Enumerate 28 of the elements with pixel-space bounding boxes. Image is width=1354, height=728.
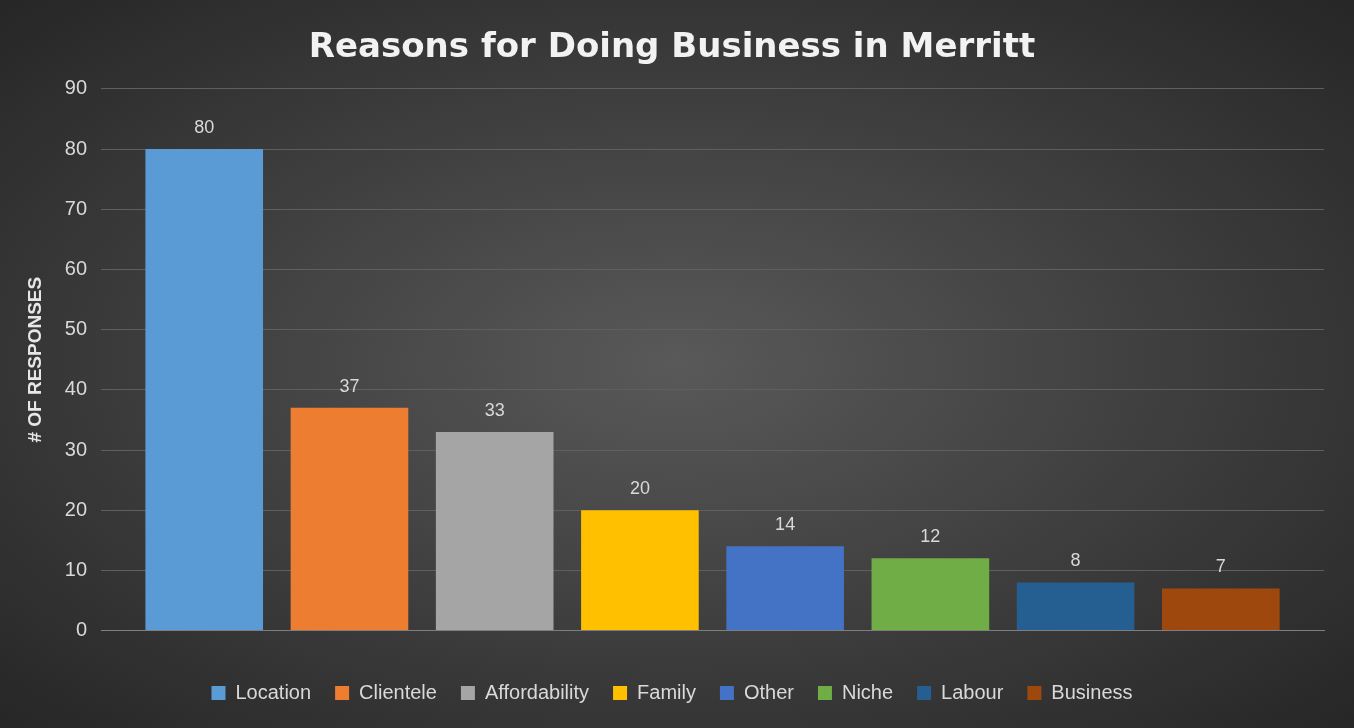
y-tick-label: 60 (64, 256, 88, 279)
legend-label: Clientele (359, 680, 437, 703)
data-label: 7 (1215, 556, 1226, 577)
data-label: 14 (775, 514, 796, 535)
y-tick-label: 80 (64, 136, 88, 159)
data-label: 8 (1070, 550, 1081, 571)
data-label: 80 (194, 116, 215, 137)
legend-label: Business (1051, 680, 1133, 703)
legend-label: Other (743, 680, 795, 703)
y-tick-label: 50 (64, 317, 88, 340)
data-label: 12 (920, 526, 941, 547)
data-label: 20 (629, 478, 650, 499)
y-tick-label: 30 (64, 437, 88, 460)
legend-label: Family (637, 680, 696, 703)
y-tick-label: 10 (64, 557, 88, 580)
chart-title: Reasons for Doing Business in Merritt (308, 25, 1036, 66)
y-tick-label: 20 (64, 497, 88, 520)
legend-label: Niche (841, 680, 894, 703)
y-tick-label: 0 (75, 618, 88, 641)
y-tick-label: 40 (64, 377, 88, 400)
legend-label: Affordability (484, 680, 590, 703)
data-label: 33 (484, 399, 505, 420)
legend-label: Location (235, 680, 312, 703)
data-label: 37 (339, 375, 360, 396)
y-axis-title: # OF RESPONSES (23, 276, 45, 443)
y-tick-label: 70 (64, 196, 88, 219)
legend-label: Labour (941, 680, 1004, 703)
y-tick-label: 90 (64, 76, 88, 99)
